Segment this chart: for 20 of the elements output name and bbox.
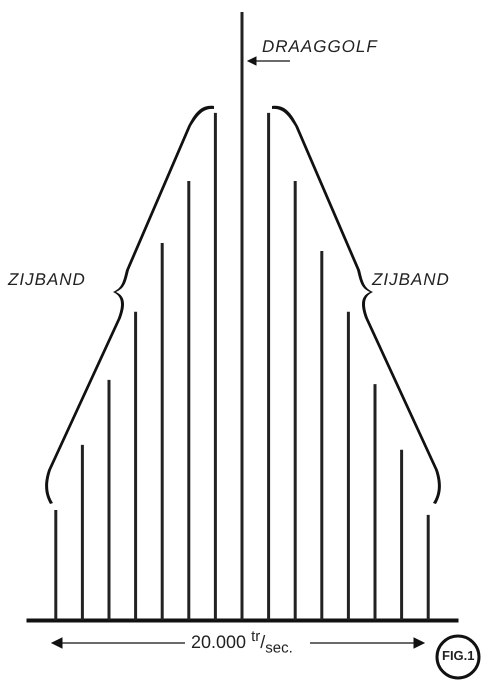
text: 20.000 $^{tr}$/$_{sec.}$ [188, 628, 296, 657]
bar [214, 112, 217, 620]
bar [240, 12, 244, 620]
bar [400, 450, 404, 620]
bar [294, 181, 297, 620]
annotation: ZIJBAND [372, 270, 450, 290]
bar [426, 514, 430, 620]
bar [346, 312, 350, 620]
bar [267, 112, 270, 620]
bar [160, 243, 164, 620]
bar [320, 250, 324, 620]
bar [134, 312, 138, 620]
bar [80, 444, 84, 620]
bar [107, 380, 110, 620]
bar [374, 384, 377, 620]
annotation: DRAAGGOLF [262, 37, 378, 57]
caption: FIG.1 [442, 648, 475, 663]
bar [187, 181, 190, 620]
annotation: ZIJBAND [8, 270, 86, 290]
bar [54, 510, 58, 620]
